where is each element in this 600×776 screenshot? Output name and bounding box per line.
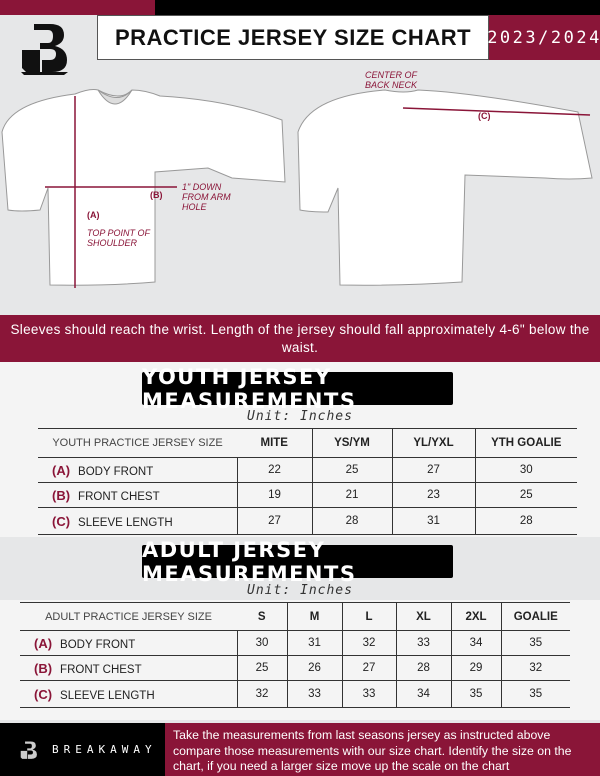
adult-title: ADULT JERSEY MEASUREMENTS (142, 538, 453, 586)
cell: 30 (474, 457, 577, 483)
table-row: (C) SLEEVE LENGTH 32 33 33 34 35 35 (20, 680, 570, 708)
table-row: (B) FRONT CHEST 25 26 27 28 29 32 (20, 655, 570, 681)
column-header: L (341, 602, 396, 631)
cell: 28 (311, 507, 392, 535)
cell: 32 (341, 630, 396, 656)
adult-unit: Unit: Inches (247, 583, 353, 598)
adult-table: ADULT PRACTICE JERSEY SIZE S M L XL 2XL … (20, 602, 570, 708)
cell: 35 (450, 680, 501, 708)
column-header: XL (395, 602, 451, 631)
cell: 27 (391, 457, 475, 483)
note-c: CENTER OF BACK NECK (365, 70, 418, 90)
cell: 30 (236, 630, 287, 656)
breakaway-logo (21, 24, 68, 75)
cell: 32 (236, 680, 287, 708)
footer-note: Take the measurements from last seasons … (165, 723, 600, 776)
cell: 31 (286, 630, 342, 656)
column-header: YL/YXL (391, 428, 475, 458)
footer-brand: BREAKAWAY (0, 723, 165, 776)
column-header: MITE (237, 428, 312, 458)
label-b: (B) (150, 190, 163, 200)
cell: 35 (500, 630, 570, 656)
youth-title: YOUTH JERSEY MEASUREMENTS (142, 365, 453, 413)
cell: 23 (391, 482, 475, 508)
youth-unit: Unit: Inches (247, 409, 353, 424)
cell: 21 (311, 482, 392, 508)
column-header: YOUTH PRACTICE JERSEY SIZE (38, 428, 237, 458)
column-header: GOALIE (500, 602, 570, 631)
top-accent-bar (0, 0, 155, 15)
table-header-row: YOUTH PRACTICE JERSEY SIZE MITE YS/YM YL… (38, 428, 577, 458)
table-header-row: ADULT PRACTICE JERSEY SIZE S M L XL 2XL … (20, 602, 570, 631)
column-header: YS/YM (311, 428, 392, 458)
column-header: M (286, 602, 342, 631)
note-b: 1" DOWN FROM ARM HOLE (182, 182, 231, 212)
label-c: (C) (478, 111, 491, 121)
column-header: ADULT PRACTICE JERSEY SIZE (20, 602, 237, 631)
cell: 34 (450, 630, 501, 656)
row-label: (B) FRONT CHEST (38, 482, 237, 508)
cell: 31 (391, 507, 475, 535)
jersey-diagram (1, 89, 593, 288)
column-header: S (237, 602, 287, 631)
cell: 35 (500, 680, 570, 708)
back-jersey (297, 89, 593, 286)
row-label: (C) SLEEVE LENGTH (20, 680, 237, 708)
brand-name: BREAKAWAY (52, 743, 157, 756)
cell: 32 (500, 655, 570, 681)
column-header: YTH GOALIE (474, 428, 577, 458)
row-label: (A) BODY FRONT (38, 457, 237, 483)
cell: 28 (474, 507, 577, 535)
table-row: (C) SLEEVE LENGTH 27 28 31 28 (38, 507, 577, 535)
season-badge: 2023/2024 (487, 15, 600, 60)
cell: 25 (474, 482, 577, 508)
cell: 22 (236, 457, 312, 483)
cell: 27 (236, 507, 312, 535)
table-row: (B) FRONT CHEST 19 21 23 25 (38, 482, 577, 508)
cell: 33 (286, 680, 342, 708)
cell: 26 (286, 655, 342, 681)
cell: 33 (341, 680, 396, 708)
cell: 25 (311, 457, 392, 483)
breakaway-logo-small (20, 741, 37, 759)
cell: 25 (236, 655, 287, 681)
instructions-band: Sleeves should reach the wrist. Length o… (0, 315, 600, 362)
youth-table: YOUTH PRACTICE JERSEY SIZE MITE YS/YM YL… (38, 428, 577, 535)
row-label: (C) SLEEVE LENGTH (38, 507, 237, 535)
table-row: (A) BODY FRONT 30 31 32 33 34 35 (20, 630, 570, 656)
top-black-bar (155, 0, 600, 15)
table-row: (A) BODY FRONT 22 25 27 30 (38, 457, 577, 483)
row-label: (B) FRONT CHEST (20, 655, 237, 681)
cell: 28 (395, 655, 451, 681)
column-header: 2XL (450, 602, 501, 631)
page-title: PRACTICE JERSEY SIZE CHART (97, 15, 489, 60)
cell: 33 (395, 630, 451, 656)
row-label: (A) BODY FRONT (20, 630, 237, 656)
cell: 19 (236, 482, 312, 508)
note-a: TOP POINT OF SHOULDER (87, 228, 150, 248)
cell: 34 (395, 680, 451, 708)
label-a: (A) (87, 210, 100, 220)
cell: 29 (450, 655, 501, 681)
cell: 27 (341, 655, 396, 681)
